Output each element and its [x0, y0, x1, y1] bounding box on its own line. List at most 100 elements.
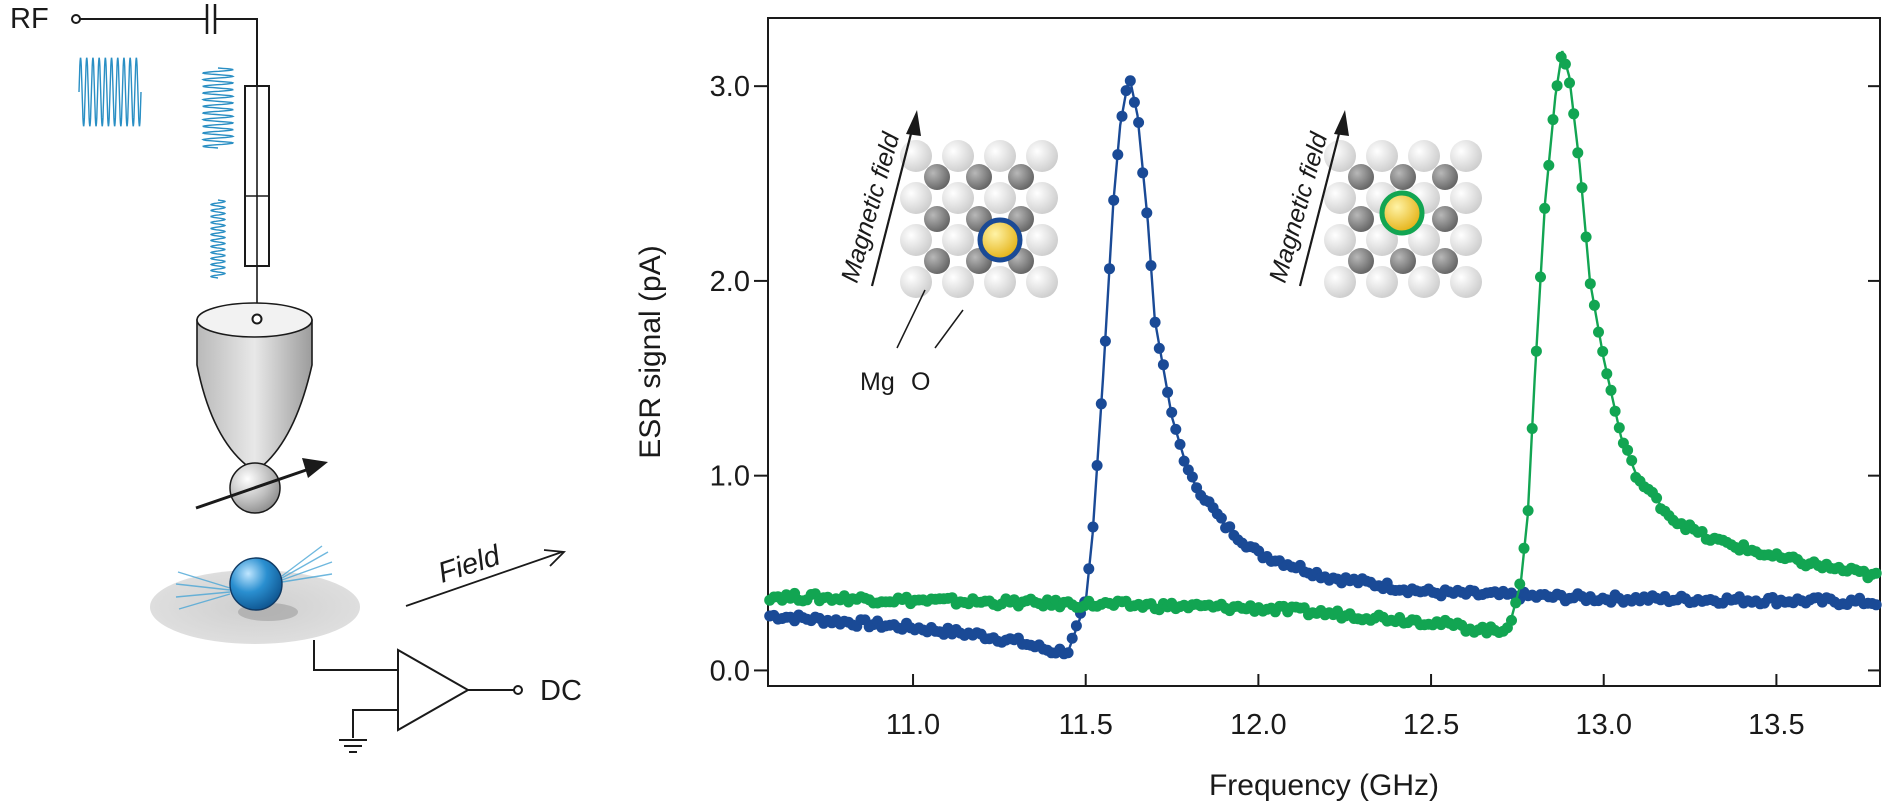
oxygen-atom — [1366, 266, 1398, 298]
data-point — [1133, 117, 1145, 128]
magnetic-field-arrow-2 — [1298, 121, 1344, 287]
data-point — [1514, 578, 1526, 590]
x-tick-label: 11.5 — [1059, 709, 1113, 741]
oxygen-atom — [942, 266, 974, 298]
data-point — [1162, 386, 1174, 398]
x-tick-label: 13.5 — [1748, 709, 1804, 741]
data-point — [1083, 563, 1095, 575]
data-point — [1186, 471, 1198, 483]
data-point — [1178, 455, 1190, 467]
mg-atom — [1348, 164, 1374, 190]
o-pointer — [934, 309, 964, 349]
mg-atom — [1432, 248, 1458, 274]
oxygen-atom — [1408, 224, 1440, 256]
data-point — [1593, 326, 1604, 338]
mg-atom — [1348, 248, 1374, 274]
oxygen-atom — [1026, 224, 1058, 256]
tip-spin-arrowhead — [302, 458, 328, 478]
data-point — [1622, 444, 1634, 456]
data-series — [764, 50, 1882, 660]
field-label: Field — [434, 540, 504, 590]
mg-pointer — [896, 289, 926, 349]
oxygen-atom — [1450, 224, 1482, 256]
data-point — [1170, 423, 1182, 435]
data-point — [1153, 342, 1165, 354]
lattice-inset-mg-site: Magnetic field Mg O — [836, 110, 1058, 396]
data-point — [1157, 359, 1169, 371]
mg-atom — [1432, 206, 1458, 232]
data-point — [1174, 438, 1186, 450]
y-tick-label: 0.0 — [710, 655, 750, 687]
oxygen-atom — [942, 182, 974, 214]
data-point — [1137, 167, 1149, 179]
oxygen-atom — [1026, 182, 1058, 214]
oxygen-atom — [1324, 224, 1356, 256]
oxygen-atom — [1026, 140, 1058, 172]
data-point — [1530, 345, 1542, 357]
data-point — [1651, 492, 1663, 504]
schematic: RF Field DC — [10, 3, 582, 753]
data-point — [1597, 346, 1609, 357]
data-point — [1539, 202, 1551, 214]
data-point — [1526, 423, 1538, 434]
oxygen-atom — [900, 224, 932, 256]
oxygen-atom — [1324, 266, 1356, 298]
rf-terminal — [71, 14, 81, 24]
oxygen-atom — [1324, 182, 1356, 214]
data-point — [1070, 620, 1082, 632]
data-point — [1224, 521, 1236, 533]
data-point — [1522, 505, 1534, 517]
data-point — [1510, 597, 1522, 609]
oxygen-atom — [1408, 140, 1440, 172]
series-2 — [764, 50, 1882, 639]
stm-tip — [196, 319, 313, 469]
data-point — [1580, 231, 1592, 243]
amplifier — [397, 648, 471, 732]
x-tick-label: 11.0 — [886, 709, 940, 741]
x-tick-label: 12.0 — [1230, 709, 1286, 741]
oxygen-atom — [984, 140, 1016, 172]
data-point — [1572, 147, 1584, 159]
data-point — [1601, 368, 1613, 380]
data-point — [1116, 110, 1128, 122]
field-arrow-line — [405, 551, 563, 607]
tip-contact — [251, 313, 263, 325]
mgo-lattice-1 — [900, 140, 1058, 298]
data-point — [1215, 512, 1227, 524]
data-point — [1087, 521, 1099, 533]
adatom — [229, 557, 283, 611]
dc-wire-in — [313, 640, 398, 671]
tip-spin-arrow — [195, 466, 313, 510]
magnetic-field-label-1: Magnetic field — [836, 129, 906, 286]
data-point — [1095, 398, 1107, 410]
oxygen-atom — [1450, 182, 1482, 214]
oxygen-atom — [1366, 140, 1398, 172]
data-point — [1091, 460, 1103, 471]
data-point — [1559, 58, 1571, 70]
data-point — [1870, 567, 1882, 579]
magnetic-field-arrowhead-2 — [1334, 110, 1349, 136]
data-point — [1104, 263, 1115, 275]
oxygen-atom — [984, 266, 1016, 298]
o-label: O — [911, 368, 930, 396]
data-point — [1870, 599, 1882, 611]
mg-atom — [1432, 164, 1458, 190]
mg-label: Mg — [860, 368, 895, 396]
field-arrow-head — [543, 549, 566, 567]
rf-wave — [78, 57, 142, 127]
data-point — [1120, 85, 1132, 97]
data-point — [1551, 80, 1563, 92]
magnetic-field-arrow-1 — [870, 121, 916, 287]
data-point — [1535, 271, 1546, 283]
x-tick-label: 12.5 — [1403, 709, 1459, 741]
data-point — [1149, 316, 1161, 328]
magnetic-field-label-2: Magnetic field — [1264, 129, 1334, 286]
mg-atom — [1390, 248, 1416, 274]
esr-chart: 11.0 11.5 12.0 12.5 13.0 13.5 0.0 1.0 2.0 3.0 ESR… — [634, 17, 1882, 802]
mg-atom — [966, 164, 992, 190]
spin-rays — [175, 545, 333, 610]
rf-wave — [209, 199, 227, 279]
magnetic-field-arrowhead-1 — [906, 110, 921, 136]
oxygen-atom — [900, 182, 932, 214]
